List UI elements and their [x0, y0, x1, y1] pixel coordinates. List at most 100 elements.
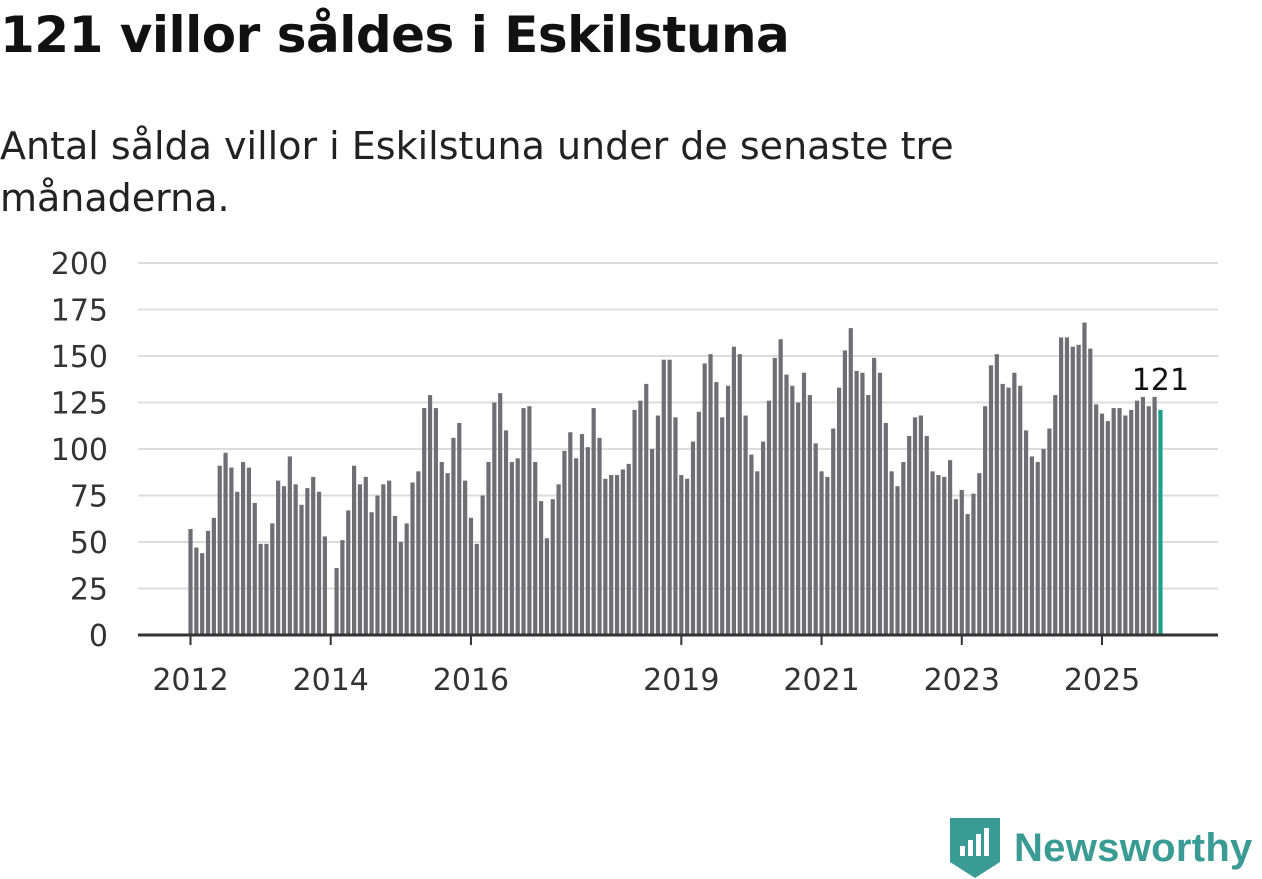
bar — [1123, 415, 1128, 635]
bar — [930, 471, 935, 635]
bar — [270, 523, 275, 635]
bar — [702, 363, 707, 635]
bar — [912, 417, 918, 635]
bar — [211, 517, 216, 635]
bar — [340, 540, 345, 635]
bar — [410, 482, 415, 635]
bar — [971, 493, 976, 635]
bar — [311, 476, 316, 635]
bar — [579, 434, 585, 635]
bar — [1000, 383, 1005, 635]
bar — [1094, 404, 1099, 635]
bar — [486, 462, 491, 635]
bar — [749, 454, 754, 635]
bar — [632, 409, 637, 635]
bar — [568, 432, 573, 635]
bar — [836, 387, 842, 635]
bar — [1088, 348, 1093, 635]
bar — [293, 484, 298, 635]
y-axis-ticks: 0 25 50 75 100 125 150 175 200 — [51, 247, 108, 654]
bar — [825, 476, 830, 635]
bar — [223, 452, 228, 635]
bar — [597, 437, 602, 635]
bar — [200, 553, 205, 635]
bar — [416, 471, 421, 635]
bar — [965, 514, 970, 635]
x-tick-label: 2025 — [1064, 663, 1140, 698]
bar-highlight — [1158, 409, 1163, 635]
bar — [877, 372, 883, 635]
bar — [217, 465, 222, 635]
bar — [638, 400, 643, 635]
bar — [188, 528, 193, 635]
bar — [796, 402, 801, 635]
bar — [1012, 372, 1017, 635]
bar — [422, 408, 427, 635]
bar — [1006, 387, 1011, 635]
bar — [509, 462, 514, 635]
bar — [427, 395, 433, 635]
bar — [667, 359, 672, 635]
bar — [544, 538, 550, 635]
bar — [1035, 462, 1040, 635]
bar — [755, 471, 760, 635]
bar — [761, 441, 766, 635]
bar — [959, 489, 964, 635]
bar — [591, 408, 596, 635]
bar — [1053, 395, 1058, 635]
bar — [1082, 322, 1087, 635]
bar — [907, 435, 912, 635]
bar — [252, 502, 257, 635]
bar — [1152, 396, 1157, 635]
bar — [533, 462, 538, 635]
bar — [1059, 337, 1064, 635]
y-tick-label: 100 — [51, 433, 108, 468]
bar — [1076, 344, 1081, 635]
bar — [854, 370, 859, 635]
bar — [363, 476, 368, 635]
x-tick-label: 2012 — [152, 663, 228, 698]
bar — [369, 512, 374, 635]
chart-subtitle: Antal sålda villor i Eskilstuna under de… — [0, 124, 954, 220]
bar — [498, 393, 503, 635]
newsworthy-logo-icon — [950, 818, 1000, 878]
bar — [842, 350, 848, 635]
bar — [731, 346, 736, 635]
y-tick-label: 25 — [70, 573, 108, 608]
bar — [527, 406, 532, 635]
bar — [229, 467, 234, 635]
bar — [1029, 456, 1034, 635]
bar — [316, 491, 322, 635]
bar — [609, 475, 614, 635]
bar — [673, 417, 678, 635]
bar — [889, 471, 894, 635]
bar — [322, 536, 327, 635]
bar — [942, 476, 947, 635]
bar — [679, 475, 684, 635]
bar — [503, 430, 509, 635]
bar — [574, 458, 579, 635]
bar — [883, 422, 888, 635]
x-tick-label: 2016 — [433, 663, 509, 698]
bar — [614, 475, 620, 635]
bar — [550, 499, 555, 635]
bar — [235, 491, 240, 635]
bar — [346, 510, 351, 635]
bar — [603, 478, 608, 635]
x-tick-label: 2021 — [783, 663, 859, 698]
bar — [468, 517, 474, 635]
bar — [562, 450, 567, 635]
bar — [474, 543, 479, 635]
bar — [661, 359, 666, 635]
bar — [860, 372, 865, 635]
bar — [1047, 428, 1052, 635]
bar — [790, 385, 795, 635]
bar — [831, 428, 836, 635]
bar — [720, 417, 725, 635]
y-tick-label: 150 — [51, 340, 108, 375]
bar — [404, 523, 409, 635]
bar — [334, 568, 339, 635]
bar — [585, 447, 590, 635]
bar — [626, 463, 631, 635]
